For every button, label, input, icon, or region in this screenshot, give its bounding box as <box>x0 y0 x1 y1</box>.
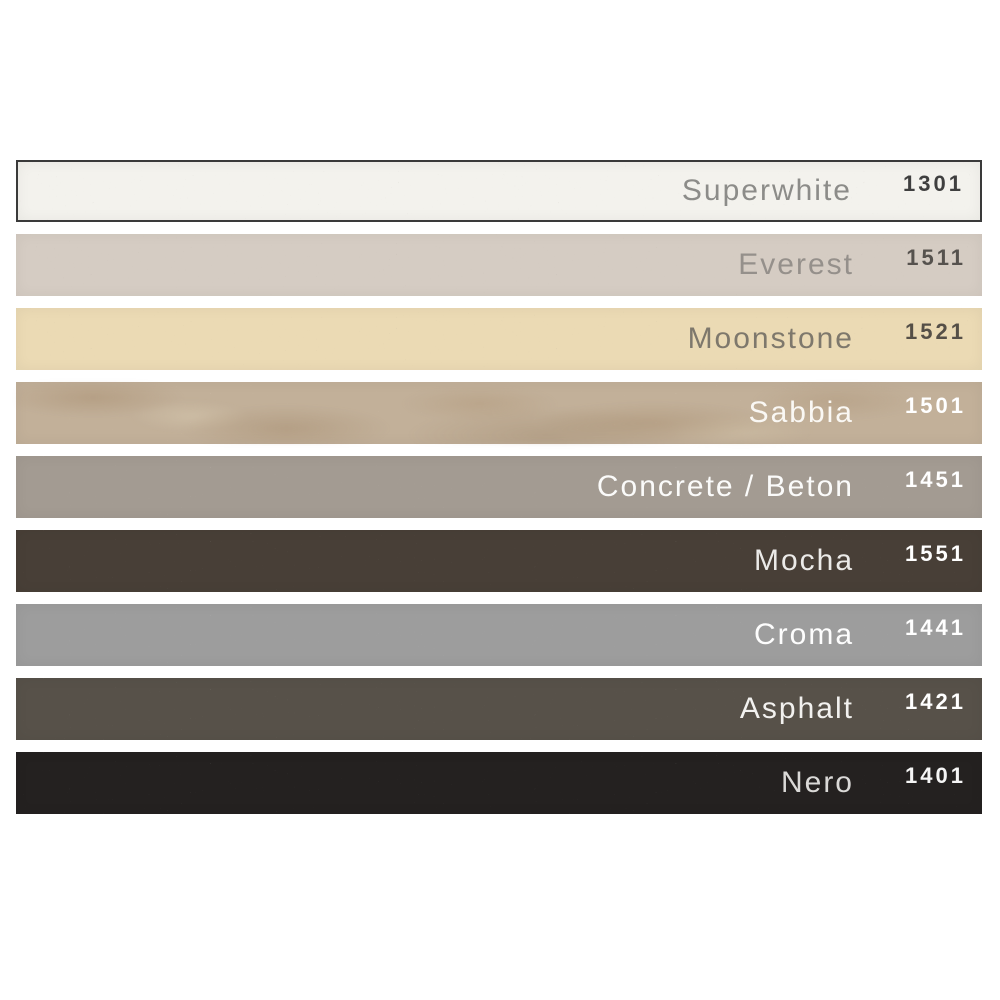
color-swatch-row: Everest 1511 <box>16 234 982 296</box>
color-name-label: Sabbia <box>748 396 854 429</box>
color-swatch-row: Moonstone 1521 <box>16 308 982 370</box>
color-swatch-row: Nero 1401 <box>16 752 982 814</box>
color-swatch-row: Concrete / Beton 1451 <box>16 456 982 518</box>
color-name-label: Superwhite <box>681 174 852 207</box>
color-code-label: 1301 <box>903 171 964 196</box>
color-name-label: Moonstone <box>687 322 854 355</box>
color-code-label: 1511 <box>906 245 966 270</box>
color-name-label: Croma <box>753 618 854 651</box>
color-swatch-row: Croma 1441 <box>16 604 982 666</box>
color-name-label: Asphalt <box>739 692 854 725</box>
color-code-label: 1401 <box>905 763 966 788</box>
color-code-label: 1421 <box>905 689 966 714</box>
color-code-label: 1501 <box>905 393 966 418</box>
color-name-label: Mocha <box>753 544 854 577</box>
color-name-label: Concrete / Beton <box>596 470 854 503</box>
color-swatch-row: Superwhite 1301 <box>16 160 982 222</box>
color-swatch-row: Asphalt 1421 <box>16 678 982 740</box>
color-code-label: 1551 <box>905 541 966 566</box>
color-name-label: Everest <box>738 248 854 281</box>
color-swatch-list: Superwhite 1301 Everest 1511 Moonstone 1… <box>16 160 982 826</box>
color-code-label: 1441 <box>905 615 966 640</box>
color-swatch-row: Sabbia 1501 <box>16 382 982 444</box>
color-name-label: Nero <box>780 766 854 799</box>
color-code-label: 1451 <box>905 467 966 492</box>
color-swatch-row: Mocha 1551 <box>16 530 982 592</box>
color-code-label: 1521 <box>905 319 966 344</box>
